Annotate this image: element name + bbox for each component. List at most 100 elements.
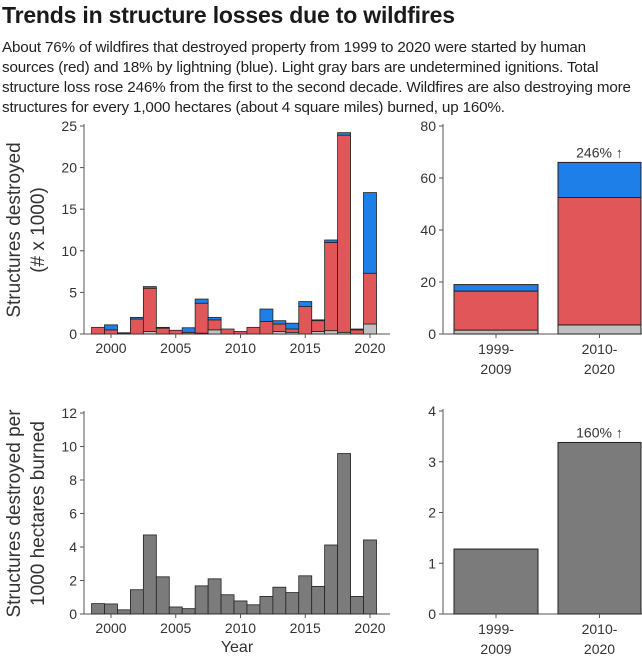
- bar-2009-human: [220, 328, 235, 335]
- bar-2012-human: [259, 321, 274, 335]
- y-tick-label: 0: [69, 606, 77, 622]
- bar-1999: [91, 603, 105, 615]
- bar-2008: [207, 578, 222, 615]
- bar-2004: [155, 576, 170, 615]
- bar-2000: [104, 603, 118, 615]
- percent-change-annotation: 160% ↑: [576, 424, 623, 440]
- bar-2005-human: [168, 329, 183, 335]
- y-tick-label: 0: [428, 326, 436, 342]
- y-tick-label: 80: [420, 118, 436, 134]
- x-category-label: 1999-: [478, 621, 514, 637]
- bar-1999-human: [91, 326, 105, 335]
- y-tick-label: 0: [69, 326, 77, 342]
- bar-2007: [194, 585, 209, 615]
- y-tick-label: 3: [428, 454, 436, 470]
- percent-change-annotation: 246% ↑: [576, 144, 623, 160]
- x-tick-label: 2020: [354, 340, 385, 356]
- y-tick-label: 8: [69, 472, 77, 488]
- bar-2002: [129, 589, 144, 615]
- bar-2015: [298, 575, 313, 615]
- bar-2007-lightning: [194, 298, 209, 304]
- y-tick-label: 20: [61, 160, 77, 176]
- x-tick-label: 2020: [354, 620, 385, 636]
- y-axis-title: Structures destroyed: [4, 142, 25, 317]
- x-category-label: 2020: [584, 361, 615, 377]
- x-category-label: 1999-: [478, 341, 514, 357]
- bar-2013-lightning: [272, 320, 287, 325]
- bar-2013: [272, 586, 287, 615]
- bar-0: [453, 548, 539, 615]
- bar-2009: [220, 594, 235, 615]
- bar-2011-human: [246, 326, 261, 335]
- bar-2008-undetermined: [207, 329, 222, 335]
- bar-2020-undetermined: [363, 323, 377, 335]
- x-tick-label: 2005: [160, 340, 191, 356]
- bar-2019: [350, 596, 364, 615]
- bar-2019-lightning: [350, 328, 364, 331]
- bar-2020: [363, 539, 377, 615]
- bar-2010: [233, 600, 248, 615]
- bar-2002-human: [129, 318, 144, 335]
- y-tick-label: 1: [428, 555, 436, 571]
- bar-2004-lightning: [155, 326, 170, 329]
- bar-2018-human: [337, 134, 352, 333]
- y-tick-label: 25: [61, 118, 77, 134]
- bar-2016: [311, 585, 326, 615]
- bar-2002-lightning: [129, 316, 144, 320]
- bar-2008-human: [207, 319, 222, 331]
- x-tick-label: 2000: [95, 620, 126, 636]
- bar-2014-lightning: [285, 322, 300, 330]
- y-axis-title: 1000 hectares burned: [28, 421, 49, 606]
- y-tick-label: 4: [428, 403, 436, 419]
- y-tick-label: 6: [69, 506, 77, 522]
- bar-2012-lightning: [259, 308, 274, 322]
- bar-2003: [142, 534, 157, 615]
- bar-2015-human: [298, 306, 313, 335]
- y-tick-label: 20: [420, 274, 436, 290]
- bar-0-undetermined: [453, 329, 539, 335]
- x-tick-label: 2010: [225, 340, 256, 356]
- x-tick-label: 2010: [225, 620, 256, 636]
- y-tick-label: 2: [69, 573, 77, 589]
- bar-1: [557, 441, 642, 615]
- y-tick-label: 12: [61, 405, 77, 421]
- x-category-label: 2009: [480, 361, 511, 377]
- bar-2020-human: [363, 272, 377, 325]
- y-tick-label: 5: [69, 284, 77, 300]
- x-category-label: 2010-: [582, 621, 618, 637]
- x-tick-label: 2015: [290, 620, 321, 636]
- bar-2016-lightning: [311, 319, 326, 322]
- x-axis-title: Year: [221, 639, 254, 656]
- bar-2017-human: [324, 242, 339, 332]
- bar-2017-lightning: [324, 239, 339, 243]
- bar-2016-human: [311, 320, 326, 332]
- bar-1-lightning: [557, 161, 642, 198]
- y-axis-title: (# x 1000): [28, 187, 49, 273]
- y-tick-label: 2: [428, 505, 436, 521]
- x-tick-label: 2000: [95, 340, 126, 356]
- bar-1-human: [557, 197, 642, 326]
- bar-2018: [337, 453, 352, 615]
- bar-1-undetermined: [557, 324, 642, 335]
- x-category-label: 2010-: [582, 341, 618, 357]
- bar-2007-human: [194, 302, 209, 334]
- bar-2015-lightning: [298, 301, 313, 307]
- y-tick-label: 4: [69, 539, 77, 555]
- y-tick-label: 0: [428, 606, 436, 622]
- bar-2017-undetermined: [324, 330, 339, 335]
- chart-title: Trends in structure losses due to wildfi…: [2, 2, 455, 28]
- bar-2000-human: [104, 329, 118, 335]
- y-tick-label: 40: [420, 222, 436, 238]
- bar-2004-human: [155, 327, 170, 335]
- bar-2018-lightning: [337, 132, 352, 136]
- chart-description: About 76% of wildfires that destroyed pr…: [2, 39, 631, 116]
- bar-2017: [324, 544, 339, 615]
- y-tick-label: 10: [61, 243, 77, 259]
- bar-2013-human: [272, 323, 287, 332]
- bar-2003-lightning: [142, 286, 157, 289]
- bar-2010-human: [233, 331, 248, 335]
- bar-2006-lightning: [181, 327, 196, 333]
- bar-2014-human: [285, 328, 300, 333]
- bar-0-human: [453, 290, 539, 331]
